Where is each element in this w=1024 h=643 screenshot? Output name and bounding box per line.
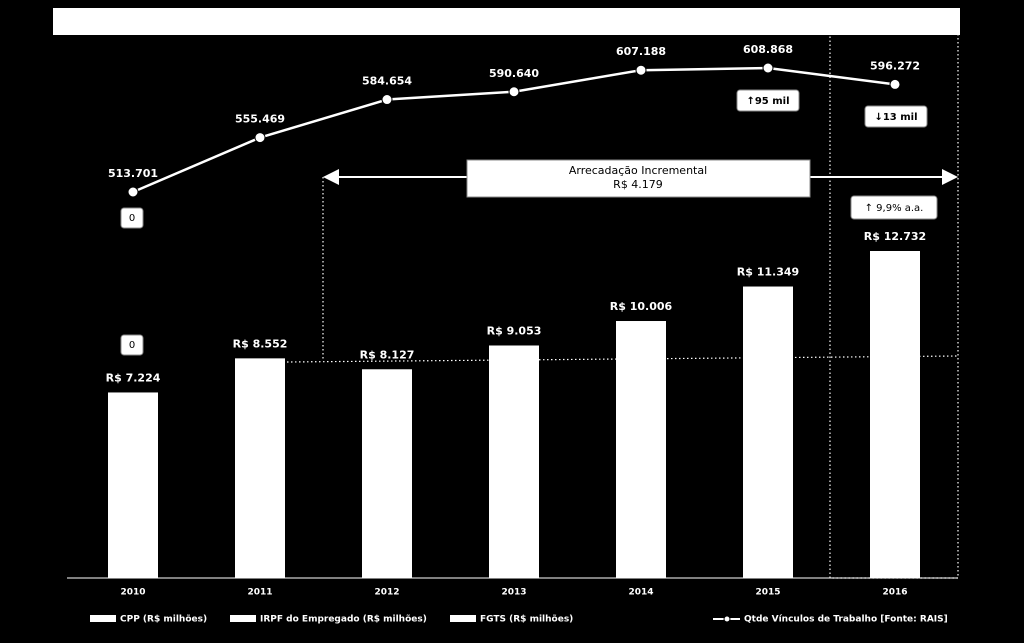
line-marker <box>889 78 901 90</box>
line-marker <box>127 186 139 198</box>
change-label: ↑95 mil <box>746 96 789 107</box>
x-tick-label: 2015 <box>755 588 780 598</box>
line-marker <box>508 86 520 98</box>
x-tick-label: 2014 <box>628 588 653 598</box>
legend-swatch <box>450 615 476 622</box>
line-value-label: 584.654 <box>362 75 412 88</box>
line-marker <box>635 64 647 76</box>
zero-label: 0 <box>129 340 135 351</box>
zero-box <box>120 207 144 229</box>
line-value-label: 513.701 <box>108 167 158 180</box>
growth-box <box>850 195 938 220</box>
zero-label: 0 <box>129 213 135 224</box>
incremental-box <box>466 159 811 198</box>
bar-value-label: R$ 10.006 <box>610 300 673 313</box>
bar <box>489 345 539 578</box>
incremental-title: Arrecadação Incremental <box>569 164 707 177</box>
line-marker <box>254 132 266 144</box>
x-tick-label: 2011 <box>247 588 272 598</box>
bar <box>616 321 666 578</box>
change-box <box>864 105 928 128</box>
x-tick-label: 2013 <box>501 588 526 598</box>
bar <box>870 251 920 578</box>
bar-value-label: R$ 12.732 <box>864 230 926 243</box>
line-value-label: 596.272 <box>870 59 920 72</box>
incremental-value: R$ 4.179 <box>613 178 663 191</box>
line-value-label: 608.868 <box>743 43 793 56</box>
x-tick-label: 2012 <box>374 588 399 598</box>
bar <box>235 358 285 578</box>
x-tick-label: 2010 <box>120 588 145 598</box>
legend-swatch <box>230 615 256 622</box>
change-label: ↓13 mil <box>874 112 917 123</box>
legend-label: IRPF do Empregado (R$ milhões) <box>260 615 427 625</box>
line-value-label: 607.188 <box>616 45 666 58</box>
title-bar <box>53 8 960 35</box>
legend-marker <box>723 615 731 623</box>
bar <box>108 392 158 578</box>
legend-label: Qtde Vínculos de Trabalho [Fonte: RAIS] <box>744 615 948 625</box>
bar-value-label: R$ 11.349 <box>737 266 799 279</box>
bar-value-label: R$ 8.127 <box>360 348 415 361</box>
growth-label: ↑ 9,9% a.a. <box>865 203 924 214</box>
line-value-label: 590.640 <box>489 67 539 80</box>
bar-value-label: R$ 8.552 <box>233 337 288 350</box>
bar-value-label: R$ 9.053 <box>487 324 542 337</box>
line-marker <box>762 62 774 74</box>
bar-value-label: R$ 7.224 <box>106 371 161 384</box>
x-tick-label: 2016 <box>882 588 907 598</box>
legend-label: FGTS (R$ milhões) <box>480 615 573 625</box>
zero-box <box>120 334 144 356</box>
bar <box>743 286 793 578</box>
legend-swatch <box>90 615 116 622</box>
change-box <box>736 89 800 112</box>
legend-label: CPP (R$ milhões) <box>120 615 207 625</box>
bar <box>362 369 412 578</box>
line-marker <box>381 94 393 106</box>
line-value-label: 555.469 <box>235 113 285 126</box>
